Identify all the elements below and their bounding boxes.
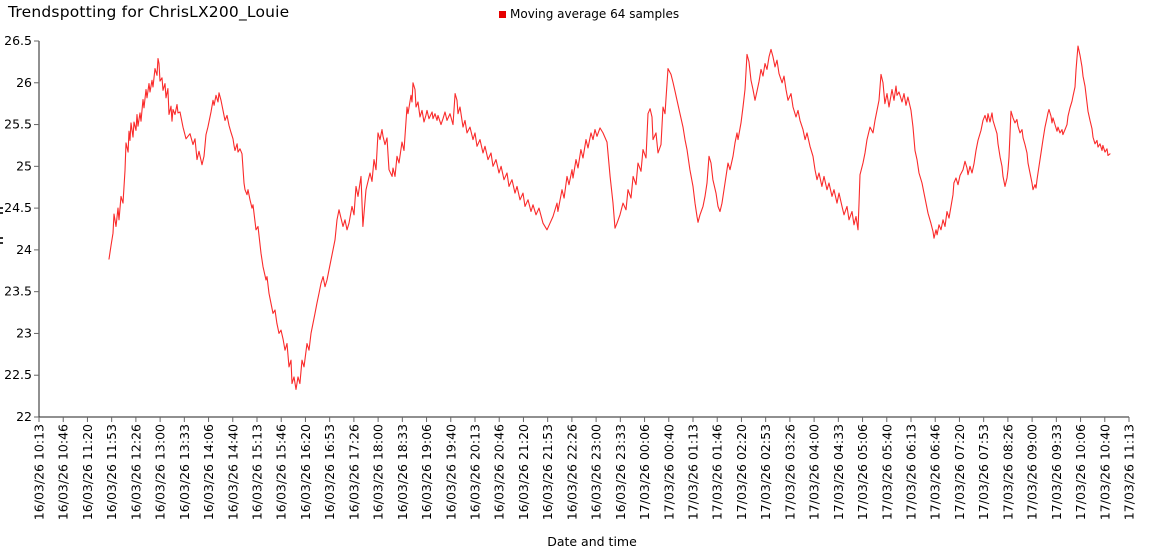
- x-tick-label: 17/03/26 06:13: [904, 424, 919, 520]
- x-tick-label: 16/03/26 19:40: [443, 424, 458, 520]
- x-tick-label: 16/03/26 14:40: [225, 424, 240, 520]
- x-tick-label: 17/03/26 08:26: [1000, 424, 1015, 520]
- x-tick-label: 16/03/26 18:00: [371, 424, 386, 520]
- x-tick-label: 16/03/26 22:26: [564, 424, 579, 520]
- x-tick-label: 17/03/26 07:20: [952, 424, 967, 520]
- x-tick-label: 16/03/26 15:46: [274, 424, 289, 520]
- x-tick-label: 16/03/26 23:00: [589, 424, 604, 520]
- x-tick-label: 16/03/26 10:46: [56, 424, 71, 520]
- y-tick-label: 25: [16, 158, 32, 173]
- y-tick-label: 26.5: [4, 33, 32, 48]
- x-tick-label: 17/03/26 09:00: [1025, 424, 1040, 520]
- x-tick-label: 16/03/26 21:53: [540, 424, 555, 520]
- x-tick-label: 17/03/26 10:06: [1073, 424, 1088, 520]
- x-tick-label: 17/03/26 10:40: [1097, 424, 1112, 520]
- x-tick-label: 17/03/26 05:40: [879, 424, 894, 520]
- x-tick-label: 16/03/26 13:00: [153, 424, 168, 520]
- x-tick-label: 16/03/26 11:53: [104, 424, 119, 520]
- x-tick-label: 17/03/26 05:06: [855, 424, 870, 520]
- x-tick-label: 16/03/26 19:06: [419, 424, 434, 520]
- x-axis-title: Date and time: [547, 534, 637, 549]
- x-tick-label: 16/03/26 14:06: [201, 424, 216, 520]
- x-tick-label: 17/03/26 04:33: [831, 424, 846, 520]
- x-tick-label: 16/03/26 16:20: [298, 424, 313, 520]
- x-tick-label: 16/03/26 20:13: [468, 424, 483, 520]
- x-tick-label: 16/03/26 12:26: [128, 424, 143, 520]
- y-tick-label: 24: [16, 242, 32, 257]
- x-tick-label: 16/03/26 20:46: [492, 424, 507, 520]
- x-tick-label: 16/03/26 23:33: [613, 424, 628, 520]
- x-tick-label: 16/03/26 13:33: [177, 424, 192, 520]
- y-tick-label: 24.5: [4, 200, 32, 215]
- x-tick-label: 17/03/26 07:53: [976, 424, 991, 520]
- y-tick-label: 25.5: [4, 117, 32, 132]
- x-tick-label: 17/03/26 02:20: [734, 424, 749, 520]
- y-tick-label: 26: [16, 75, 32, 90]
- x-tick-label: 16/03/26 10:13: [32, 424, 47, 520]
- x-tick-label: 17/03/26 00:40: [661, 424, 676, 520]
- x-tick-label: 16/03/26 11:20: [80, 424, 95, 520]
- x-tick-label: 17/03/26 09:33: [1049, 424, 1064, 520]
- series-line-moving-average: [108, 45, 1111, 390]
- y-tick-label: 22: [16, 409, 32, 424]
- x-tick-label: 16/03/26 16:53: [322, 424, 337, 520]
- x-tick-label: 17/03/26 04:00: [807, 424, 822, 520]
- x-tick-label: 17/03/26 01:13: [686, 424, 701, 520]
- x-tick-label: 16/03/26 18:33: [395, 424, 410, 520]
- x-tick-label: 17/03/26 06:46: [928, 424, 943, 520]
- legend: Moving average 64 samples: [499, 7, 679, 21]
- x-tick-label: 17/03/26 11:13: [1122, 424, 1137, 520]
- y-tick-label: 23.5: [4, 284, 32, 299]
- x-tick-label: 17/03/26 00:06: [637, 424, 652, 520]
- x-tick-label: 16/03/26 17:26: [346, 424, 361, 520]
- x-tick-label: 16/03/26 15:13: [250, 424, 265, 520]
- x-tick-label: 17/03/26 02:53: [758, 424, 773, 520]
- y-tick-label: 22.5: [4, 367, 32, 382]
- chart-title: Trendspotting for ChrisLX200_Louie: [8, 3, 290, 21]
- legend-marker-square: [499, 11, 506, 18]
- y-tick-label: 23: [16, 325, 32, 340]
- x-tick-label: 17/03/26 01:46: [710, 424, 725, 520]
- x-tick-label: 16/03/26 21:20: [516, 424, 531, 520]
- axis-line: [38, 41, 1129, 418]
- x-tick-label: 17/03/26 03:26: [782, 424, 797, 520]
- legend-label: Moving average 64 samples: [510, 7, 680, 21]
